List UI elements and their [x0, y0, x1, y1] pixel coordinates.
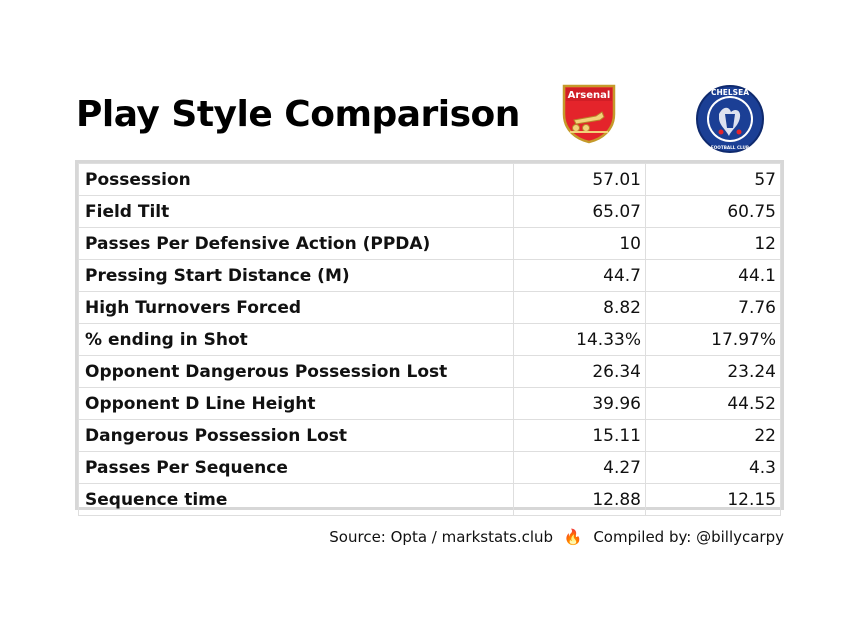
arsenal-crest-icon: Arsenal — [562, 84, 616, 144]
arsenal-value: 26.34 — [513, 355, 646, 388]
metric-label: Dangerous Possession Lost — [78, 419, 514, 452]
table-row: Field Tilt 65.07 60.75 — [78, 195, 781, 228]
metric-label: Pressing Start Distance (M) — [78, 259, 514, 292]
chelsea-value: 7.76 — [645, 291, 781, 324]
metric-label: Possession — [78, 163, 514, 196]
source-text: Source: Opta / markstats.club — [329, 528, 554, 546]
table-row: High Turnovers Forced 8.82 7.76 — [78, 291, 781, 324]
chelsea-crest-subtext: FOOTBALL CLUB — [711, 145, 749, 150]
table-row: % ending in Shot 14.33% 17.97% — [78, 323, 781, 356]
table-row: Dangerous Possession Lost 15.11 22 — [78, 419, 781, 452]
page-title: Play Style Comparison — [76, 94, 520, 135]
source-footer: Source: Opta / markstats.club 🔥 Compiled… — [329, 528, 784, 546]
metric-label: % ending in Shot — [78, 323, 514, 356]
arsenal-value: 14.33% — [513, 323, 646, 356]
arsenal-value: 10 — [513, 227, 646, 260]
arsenal-crest-text: Arsenal — [568, 90, 611, 101]
chelsea-value: 60.75 — [645, 195, 781, 228]
table-row: Sequence time 12.88 12.15 — [78, 483, 781, 516]
table-row: Opponent Dangerous Possession Lost 26.34 2… — [78, 355, 781, 388]
table-row: Pressing Start Distance (M) 44.7 44.1 — [78, 259, 781, 292]
metric-label: Opponent D Line Height — [78, 387, 514, 420]
chelsea-value: 23.24 — [645, 355, 781, 388]
compiled-by-text: Compiled by: @billycarpy — [593, 528, 784, 546]
table-row: Passes Per Defensive Action (PPDA) 10 12 — [78, 227, 781, 260]
chelsea-value: 4.3 — [645, 451, 781, 484]
arsenal-value: 15.11 — [513, 419, 646, 452]
metric-label: Passes Per Defensive Action (PPDA) — [78, 227, 514, 260]
arsenal-value: 44.7 — [513, 259, 646, 292]
arsenal-value: 8.82 — [513, 291, 646, 324]
metric-label: Opponent Dangerous Possession Lost — [78, 355, 514, 388]
comparison-table-body: Possession 57.01 57 Field Tilt 65.07 60.75 Pas… — [78, 163, 781, 516]
arsenal-value: 39.96 — [513, 387, 646, 420]
metric-label: Passes Per Sequence — [78, 451, 514, 484]
chelsea-value: 17.97% — [645, 323, 781, 356]
table-row: Opponent D Line Height 39.96 44.52 — [78, 387, 781, 420]
arsenal-value: 4.27 — [513, 451, 646, 484]
metric-label: Sequence time — [78, 483, 514, 516]
table-row: Possession 57.01 57 — [78, 163, 781, 196]
chelsea-value: 12.15 — [645, 483, 781, 516]
chelsea-value: 44.52 — [645, 387, 781, 420]
chelsea-value: 44.1 — [645, 259, 781, 292]
table-row: Passes Per Sequence 4.27 4.3 — [78, 451, 781, 484]
chelsea-crest-text: CHELSEA — [711, 88, 749, 97]
chelsea-value: 12 — [645, 227, 781, 260]
chelsea-crest-icon: CHELSEA FOOTBALL CLUB — [696, 85, 764, 153]
fire-icon: 🔥 — [563, 528, 583, 546]
metric-label: High Turnovers Forced — [78, 291, 514, 324]
comparison-table: Possession 57.01 57 Field Tilt 65.07 60.75 Pas… — [75, 160, 784, 516]
chelsea-value: 57 — [645, 163, 781, 196]
metric-label: Field Tilt — [78, 195, 514, 228]
arsenal-value: 12.88 — [513, 483, 646, 516]
arsenal-value: 57.01 — [513, 163, 646, 196]
chelsea-value: 22 — [645, 419, 781, 452]
arsenal-value: 65.07 — [513, 195, 646, 228]
